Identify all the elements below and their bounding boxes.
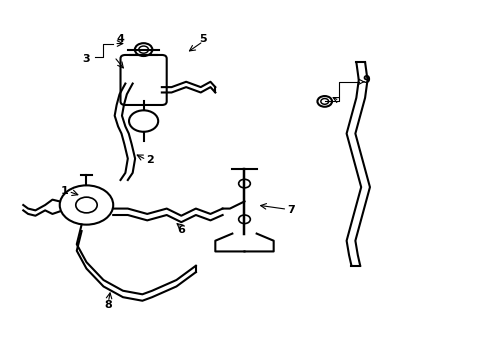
Text: 3: 3 xyxy=(82,54,90,64)
Text: 9: 9 xyxy=(362,75,369,85)
Text: 7: 7 xyxy=(286,205,294,215)
Text: 4: 4 xyxy=(116,34,124,44)
Text: 1: 1 xyxy=(61,186,68,196)
Text: 6: 6 xyxy=(177,225,185,235)
Text: 5: 5 xyxy=(199,34,206,44)
Text: 2: 2 xyxy=(145,156,153,165)
Text: 8: 8 xyxy=(104,300,112,310)
